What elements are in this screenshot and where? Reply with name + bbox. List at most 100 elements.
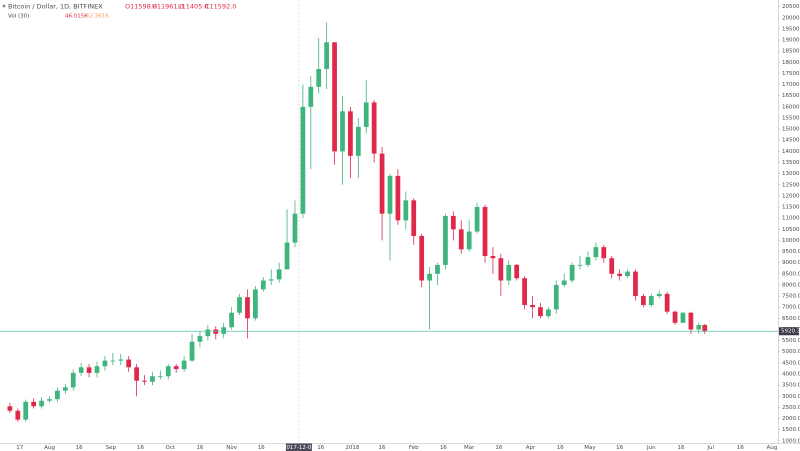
candle-body — [363, 102, 369, 127]
candle-body — [688, 312, 694, 330]
candle-body — [7, 406, 13, 411]
x-tick-label: Sep — [106, 445, 117, 451]
y-tick-label: 4500.0 — [782, 360, 800, 366]
y-tick-label: 8500.0 — [782, 271, 800, 277]
y-tick-label: 19000.0 — [782, 38, 800, 44]
candle-body — [237, 297, 242, 313]
x-tick-label: Jul — [706, 445, 714, 451]
y-tick-label: 15000.0 — [782, 127, 800, 133]
candle-body — [506, 264, 512, 281]
candle-body — [672, 311, 678, 323]
y-tick-label: 14000.0 — [782, 149, 800, 155]
plot-area — [0, 0, 778, 443]
ohlc-low: L11405.0 — [178, 3, 209, 11]
x-tick-label: 16 — [557, 445, 564, 451]
last-price-box — [779, 327, 799, 336]
legend-header: Bitcoin / Dollar, 1D, BITFINEX O11598.0 … — [2, 3, 236, 20]
candle-body — [70, 372, 76, 388]
candle-body — [300, 106, 306, 214]
candle-body — [118, 359, 124, 361]
candle-body — [664, 293, 670, 312]
x-tick-label: 16 — [616, 445, 623, 451]
x-tick-label: 16 — [677, 445, 684, 451]
candle-body — [702, 325, 708, 332]
symbol-title[interactable]: Bitcoin / Dollar, 1D, BITFINEX — [8, 3, 103, 11]
y-tick-label: 3500.0 — [782, 383, 800, 389]
y-tick-label: 20000.0 — [782, 15, 800, 21]
candle-body — [268, 279, 274, 281]
candle-body — [625, 271, 630, 277]
ohlc-open: O11598.0 — [125, 3, 157, 11]
candle-body — [656, 293, 662, 297]
candle-body — [229, 312, 234, 328]
candle-body — [466, 231, 472, 250]
candle-body — [435, 264, 440, 274]
candle-body — [395, 175, 401, 221]
x-tick-label: May — [584, 445, 596, 451]
y-tick-label: 7500.0 — [782, 294, 800, 300]
x-tick-label: 16 — [379, 445, 386, 451]
candle-body — [157, 376, 163, 378]
candle-body — [332, 42, 337, 152]
y-tick-label: 2000.0 — [782, 416, 800, 422]
volume-legend-label[interactable]: Vol (30) — [8, 14, 29, 20]
candle-body — [514, 264, 520, 279]
x-tick-label: 16 — [317, 445, 324, 451]
candle-body — [189, 341, 195, 361]
x-tick-label: Jun — [646, 445, 656, 451]
candle-body — [474, 207, 480, 232]
candle-body — [47, 399, 52, 401]
y-tick-label: 6500.0 — [782, 316, 800, 322]
candle-body — [458, 229, 464, 250]
candle-body — [490, 256, 496, 259]
x-tick-label: 16 — [196, 445, 203, 451]
y-tick-label: 11000.0 — [782, 216, 800, 222]
x-tick-label: Apr — [526, 445, 536, 451]
y-tick-label: 18000.0 — [782, 60, 800, 66]
volume-legend-value: 46.015K — [65, 14, 88, 20]
y-tick-label: 4000.0 — [782, 371, 800, 377]
candle-body — [530, 304, 535, 308]
x-tick-label: 16 — [76, 445, 83, 451]
y-tick-label: 3000.0 — [782, 394, 800, 400]
x-tick-label: 16 — [495, 445, 502, 451]
candle-body — [450, 215, 456, 230]
candle-body — [585, 257, 591, 265]
y-tick-label: 8000.0 — [782, 282, 800, 288]
candle-body — [165, 366, 171, 377]
candle-body — [633, 271, 638, 297]
candle-body — [308, 86, 314, 107]
ohlc-close: C11592.0 — [205, 3, 236, 11]
y-tick-label: 20500.0 — [782, 4, 800, 10]
candle-body — [324, 42, 330, 70]
candle-body — [94, 366, 100, 373]
x-tick-label: 16 — [440, 445, 447, 451]
y-tick-label: 12500.0 — [782, 182, 800, 188]
candle-body — [403, 200, 409, 221]
x-tick-label: Nov — [226, 445, 237, 451]
y-tick-label: 1500.0 — [782, 427, 800, 433]
y-tick-label: 14500.0 — [782, 138, 800, 144]
candle-body — [55, 390, 60, 400]
candle-body — [39, 400, 44, 407]
x-tick-label: 16 — [137, 445, 144, 451]
candle-body — [601, 247, 607, 259]
candle-body — [411, 200, 417, 236]
x-tick-label: 2018 — [345, 445, 359, 451]
candle-body — [561, 280, 567, 285]
candle-body — [205, 329, 211, 337]
candle-body — [197, 336, 203, 342]
candle-body — [276, 269, 282, 280]
candle-body — [379, 153, 385, 214]
y-tick-label: 5000.0 — [782, 349, 800, 355]
candle-body — [181, 360, 187, 370]
y-tick-label: 1000.0 — [782, 438, 800, 444]
candle-body — [150, 376, 155, 382]
candle-body — [284, 242, 290, 270]
candle-body — [419, 235, 425, 281]
candle-body — [522, 278, 527, 305]
y-tick-label: 9000.0 — [782, 260, 800, 266]
candle-body — [538, 307, 543, 317]
